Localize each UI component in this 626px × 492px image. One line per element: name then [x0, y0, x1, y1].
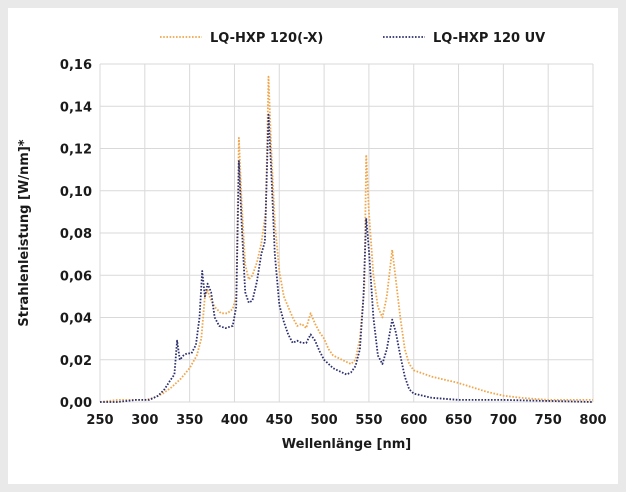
y-tick-label: 0,06	[60, 269, 92, 284]
legend: LQ-HXP 120(-X) LQ-HXP 120 UV	[160, 31, 545, 46]
y-tick-label: 0,08	[60, 227, 92, 242]
y-tick-label: 0,14	[60, 100, 92, 115]
spectrum-chart: 250 300 350 400 450 500 550 600 650 700 750 800 0,0…	[8, 8, 618, 484]
series-line-lq-hxp-120-x	[100, 77, 593, 402]
series-lines	[100, 77, 593, 402]
x-tick-label: 250	[86, 413, 113, 428]
series-line-lq-hxp-120-uv	[100, 115, 593, 402]
x-tick-label: 450	[266, 413, 293, 428]
x-tick-label: 800	[579, 413, 606, 428]
x-tick-label: 550	[355, 413, 382, 428]
y-tick-label: 0,16	[60, 58, 92, 73]
y-axis-label: Strahlenleistung [W/nm]*	[17, 139, 32, 326]
x-tick-label: 650	[445, 413, 472, 428]
legend-entry-label: LQ-HXP 120(-X)	[210, 31, 323, 46]
x-tick-label: 600	[400, 413, 427, 428]
y-tick-label: 0,02	[60, 354, 92, 369]
x-tick-label: 500	[311, 413, 338, 428]
y-tick-label: 0,10	[60, 185, 92, 200]
x-tick-label: 750	[535, 413, 562, 428]
x-tick-labels: 250 300 350 400 450 500 550 600 650 700 750 800	[86, 413, 606, 428]
grid	[100, 64, 593, 402]
y-tick-label: 0,04	[60, 312, 92, 327]
legend-entry-label: LQ-HXP 120 UV	[433, 31, 545, 46]
x-tick-label: 300	[131, 413, 158, 428]
y-tick-labels: 0,00 0,02 0,04 0,06 0,08 0,10 0,12 0,14 0,16	[60, 58, 92, 411]
y-tick-label: 0,00	[60, 396, 92, 411]
x-tick-label: 350	[176, 413, 203, 428]
x-tick-label: 400	[221, 413, 248, 428]
y-tick-label: 0,12	[60, 143, 92, 158]
chart-frame: 250 300 350 400 450 500 550 600 650 700 750 800 0,0…	[8, 8, 618, 484]
x-tick-label: 700	[490, 413, 517, 428]
x-axis-label: Wellenlänge [nm]	[282, 437, 412, 452]
